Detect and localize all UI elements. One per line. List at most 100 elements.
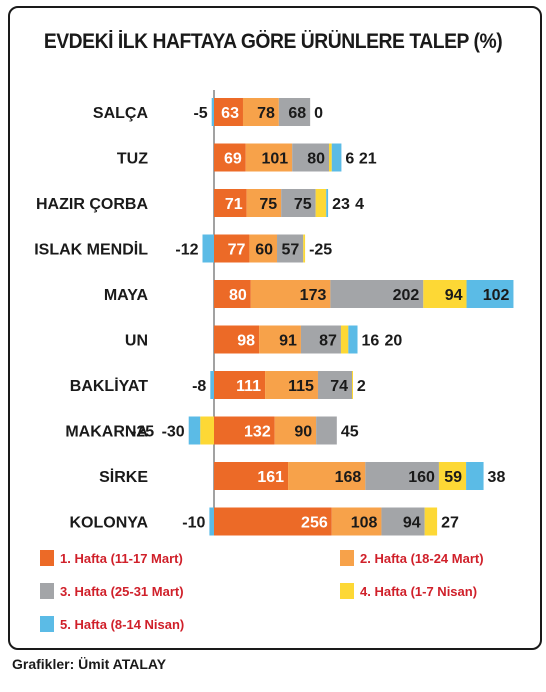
data-label: 27 bbox=[441, 515, 459, 532]
credit-text: Grafikler: Ümit ATALAY bbox=[12, 656, 167, 672]
data-label: 173 bbox=[300, 287, 327, 304]
data-label: 75 bbox=[259, 196, 277, 213]
data-label: 60 bbox=[255, 242, 273, 259]
data-label: 91 bbox=[279, 333, 297, 350]
category-label: BAKLİYAT bbox=[70, 377, 148, 395]
data-label: 115 bbox=[288, 378, 314, 395]
bar-segment bbox=[288, 462, 366, 490]
legend-label: 2. Hafta (18-24 Mart) bbox=[360, 551, 484, 566]
category-label: MAKARNA bbox=[65, 424, 148, 441]
bar-segment bbox=[265, 371, 318, 399]
bar-segment bbox=[424, 507, 438, 536]
bar-segment bbox=[330, 280, 424, 308]
legend-swatch bbox=[40, 616, 54, 632]
bar-segment bbox=[259, 325, 301, 354]
bar-segment bbox=[300, 325, 341, 354]
bar-segment bbox=[340, 325, 349, 354]
data-label: -25 bbox=[309, 242, 332, 259]
data-label: 74 bbox=[330, 378, 348, 395]
bar-segment bbox=[200, 416, 214, 445]
legend-swatch bbox=[40, 583, 54, 599]
data-label: 69 bbox=[224, 151, 242, 168]
data-label: 6 bbox=[345, 151, 354, 168]
data-label: -12 bbox=[175, 242, 198, 259]
bar-segment bbox=[365, 462, 439, 490]
bar-segment bbox=[277, 234, 304, 263]
data-label: 94 bbox=[403, 515, 421, 532]
bar-segment bbox=[331, 143, 342, 172]
bar-segment bbox=[316, 416, 337, 445]
bar-segment bbox=[292, 143, 329, 172]
bar-segment bbox=[214, 280, 251, 308]
data-label: 202 bbox=[393, 287, 420, 304]
legend-swatch bbox=[340, 583, 354, 599]
bar-segment bbox=[214, 507, 332, 536]
bar-segment bbox=[466, 280, 514, 308]
bar-segment bbox=[214, 143, 246, 172]
category-label: KOLONYA bbox=[69, 515, 148, 532]
data-label: 111 bbox=[236, 378, 261, 395]
data-label: -30 bbox=[162, 424, 185, 441]
bar-segment bbox=[315, 189, 327, 217]
data-label: 2 bbox=[357, 378, 366, 395]
bar-segment bbox=[317, 371, 352, 399]
data-label: 38 bbox=[488, 469, 506, 486]
bar-segment bbox=[242, 98, 279, 126]
bar-segment bbox=[245, 143, 293, 172]
bar-segment bbox=[352, 371, 353, 399]
data-label: 75 bbox=[294, 196, 312, 213]
data-label: 256 bbox=[301, 515, 328, 532]
data-label: 80 bbox=[307, 151, 325, 168]
bar-segment bbox=[214, 371, 266, 399]
bar-segment bbox=[381, 507, 425, 536]
data-label: 98 bbox=[237, 333, 255, 350]
legend-swatch bbox=[340, 550, 354, 566]
bar-segment bbox=[214, 462, 289, 490]
bar-segment bbox=[348, 325, 358, 354]
category-label: HAZIR ÇORBA bbox=[36, 196, 148, 213]
category-label: SİRKE bbox=[99, 468, 148, 486]
category-label: MAYA bbox=[104, 287, 149, 304]
data-label: 20 bbox=[385, 333, 403, 350]
data-label: 80 bbox=[229, 287, 247, 304]
bar-segment bbox=[281, 189, 316, 217]
bar-segment bbox=[214, 189, 247, 217]
data-label: 63 bbox=[221, 105, 239, 122]
bar-segment bbox=[209, 507, 214, 536]
bar-segment bbox=[274, 416, 317, 445]
bar-segment bbox=[214, 234, 250, 263]
legend-label: 5. Hafta (8-14 Nisan) bbox=[60, 617, 184, 632]
data-label: 94 bbox=[445, 287, 463, 304]
bar-segment bbox=[214, 325, 260, 354]
bar-segment bbox=[423, 280, 467, 308]
data-label: 101 bbox=[261, 151, 288, 168]
category-label: SALÇA bbox=[93, 105, 149, 122]
data-label: -25 bbox=[131, 424, 154, 441]
category-label: UN bbox=[125, 333, 148, 350]
bar-segment bbox=[202, 234, 214, 263]
data-label: 108 bbox=[351, 515, 378, 532]
bar-segment bbox=[246, 189, 282, 217]
data-label: 68 bbox=[288, 105, 306, 122]
chart-title: EVDEKİ İLK HAFTAYA GÖRE ÜRÜNLERE TALEP (… bbox=[43, 30, 503, 53]
data-label: 168 bbox=[335, 469, 362, 486]
data-label: -8 bbox=[192, 378, 206, 395]
data-label: 45 bbox=[341, 424, 359, 441]
data-label: 87 bbox=[319, 333, 337, 350]
data-label: 77 bbox=[228, 242, 246, 259]
data-label: 23 bbox=[332, 196, 350, 213]
bar-segment bbox=[214, 416, 275, 445]
data-label: 161 bbox=[257, 469, 284, 486]
data-label: -5 bbox=[193, 105, 207, 122]
data-label: 16 bbox=[362, 333, 380, 350]
bar-segment bbox=[188, 416, 201, 445]
data-label: 57 bbox=[281, 242, 299, 259]
data-label: 90 bbox=[294, 424, 312, 441]
data-label: 78 bbox=[257, 105, 275, 122]
bar-segment bbox=[278, 98, 311, 126]
bar-segment bbox=[250, 280, 331, 308]
category-label: ISLAK MENDİL bbox=[34, 241, 148, 259]
bar-segment bbox=[214, 98, 243, 126]
legend-label: 1. Hafta (11-17 Mart) bbox=[60, 551, 183, 566]
